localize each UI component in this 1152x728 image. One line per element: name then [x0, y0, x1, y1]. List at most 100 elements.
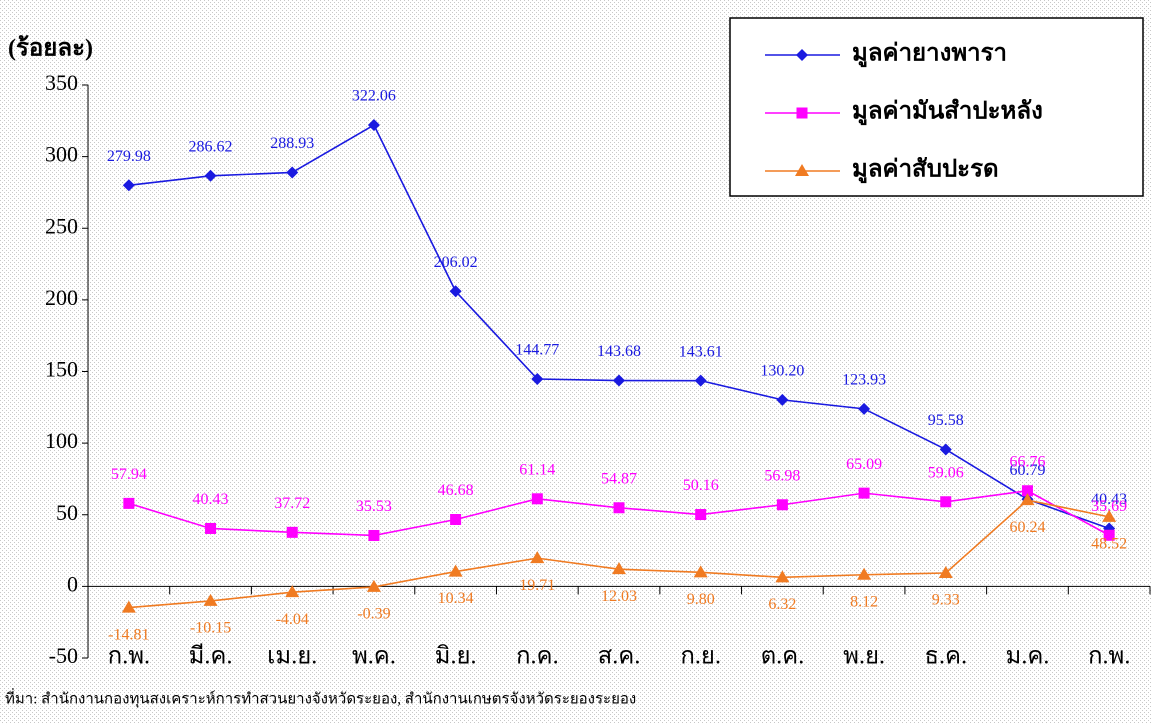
data-label: 279.98	[107, 148, 151, 165]
y-tick-label: -50	[49, 643, 78, 668]
marker	[938, 566, 953, 579]
data-label: 54.87	[601, 470, 637, 487]
y-tick-label: 0	[67, 571, 78, 596]
data-label: 50.16	[683, 477, 719, 494]
marker	[613, 374, 625, 387]
data-label: 40.43	[193, 491, 229, 508]
data-label: 65.09	[846, 456, 882, 473]
marker	[531, 372, 544, 385]
data-label: 37.72	[274, 495, 310, 512]
data-label: -0.39	[357, 606, 390, 623]
marker	[286, 166, 299, 179]
marker	[286, 526, 298, 538]
data-label: 61.14	[519, 461, 555, 478]
data-label: 123.93	[842, 372, 886, 389]
legend-box	[729, 17, 1144, 197]
marker	[776, 393, 789, 406]
marker	[121, 600, 136, 613]
marker	[858, 402, 871, 415]
marker	[204, 169, 217, 182]
data-label: 9.33	[932, 592, 960, 609]
marker	[203, 593, 218, 606]
marker	[796, 49, 808, 61]
data-label: 130.20	[760, 363, 804, 380]
marker	[857, 567, 872, 580]
y-axis-label: (ร้อยละ)	[8, 35, 93, 62]
x-tick-label: มี.ค.	[189, 643, 233, 670]
x-tick-label: เม.ย.	[267, 644, 317, 670]
marker	[858, 487, 870, 499]
data-label: 288.93	[270, 135, 314, 152]
data-label: 66.76	[1009, 453, 1045, 470]
marker	[1102, 509, 1117, 522]
marker	[530, 551, 545, 564]
marker	[368, 529, 380, 541]
marker	[775, 570, 790, 583]
legend-label: มูลค่าสับปะรด	[852, 157, 999, 184]
data-label: -14.81	[108, 626, 149, 643]
data-label: 46.68	[438, 482, 474, 499]
marker	[613, 502, 625, 514]
marker	[796, 107, 808, 119]
x-tick-label: ก.ย.	[680, 644, 721, 670]
data-label: 286.62	[189, 138, 233, 155]
marker	[1103, 529, 1115, 541]
legend-label: มูลค่ามันสำปะหลัง	[852, 98, 1043, 126]
marker	[449, 285, 462, 298]
data-label: 57.94	[111, 466, 147, 483]
marker	[448, 564, 463, 577]
data-label: 206.02	[434, 254, 478, 271]
data-label: 95.58	[928, 412, 964, 429]
x-tick-label: ธ.ค.	[924, 644, 967, 670]
marker	[776, 499, 788, 511]
data-label: 60.24	[1009, 519, 1045, 536]
data-label: 10.34	[438, 590, 474, 607]
marker	[695, 509, 707, 521]
data-label: 35.69	[1091, 498, 1127, 515]
x-tick-label: มิ.ย.	[435, 644, 477, 670]
marker	[693, 565, 708, 578]
data-label: 8.12	[850, 593, 878, 610]
marker	[1021, 485, 1033, 497]
y-tick-label: 150	[45, 357, 78, 382]
marker	[1020, 493, 1035, 506]
data-label: 144.77	[515, 342, 559, 359]
data-label: 35.53	[356, 498, 392, 515]
marker	[367, 119, 380, 132]
data-label: 9.80	[687, 591, 715, 608]
data-label: 143.61	[679, 343, 723, 360]
data-label: 6.32	[768, 596, 796, 613]
legend-label: มูลค่ายางพารา	[852, 41, 1007, 68]
data-label: 60.79	[1009, 462, 1045, 479]
data-label: 56.98	[764, 467, 800, 484]
marker	[939, 443, 952, 456]
y-tick-label: 250	[45, 213, 78, 238]
y-tick-label: 100	[45, 428, 78, 453]
x-tick-label: พ.ย.	[843, 644, 885, 670]
marker	[205, 522, 217, 534]
x-tick-label: พ.ค.	[352, 644, 396, 670]
marker	[450, 514, 462, 526]
y-tick-label: 50	[56, 500, 78, 525]
x-tick-label: ม.ค.	[1006, 644, 1050, 670]
x-tick-label: ก.พ.	[108, 644, 150, 670]
data-label: 322.06	[352, 88, 396, 105]
marker	[531, 493, 543, 505]
data-label: 19.71	[519, 577, 555, 594]
data-label: -10.15	[190, 620, 231, 637]
data-label: 143.68	[597, 343, 641, 360]
data-label: 12.03	[601, 588, 637, 605]
data-label: 40.43	[1091, 491, 1127, 508]
x-tick-label: ต.ค.	[761, 644, 805, 670]
marker	[795, 164, 809, 176]
data-label: -4.04	[276, 611, 309, 628]
x-tick-label: ก.พ.	[1088, 644, 1130, 670]
x-tick-label: ก.ค.	[516, 644, 559, 670]
source-note: ที่มา: สำนักงานกองทุนสงเคราะห์การทำสวนยา…	[5, 687, 636, 708]
x-tick-label: ส.ค.	[598, 644, 641, 670]
marker	[612, 562, 626, 575]
marker	[366, 579, 381, 592]
marker	[940, 496, 952, 508]
